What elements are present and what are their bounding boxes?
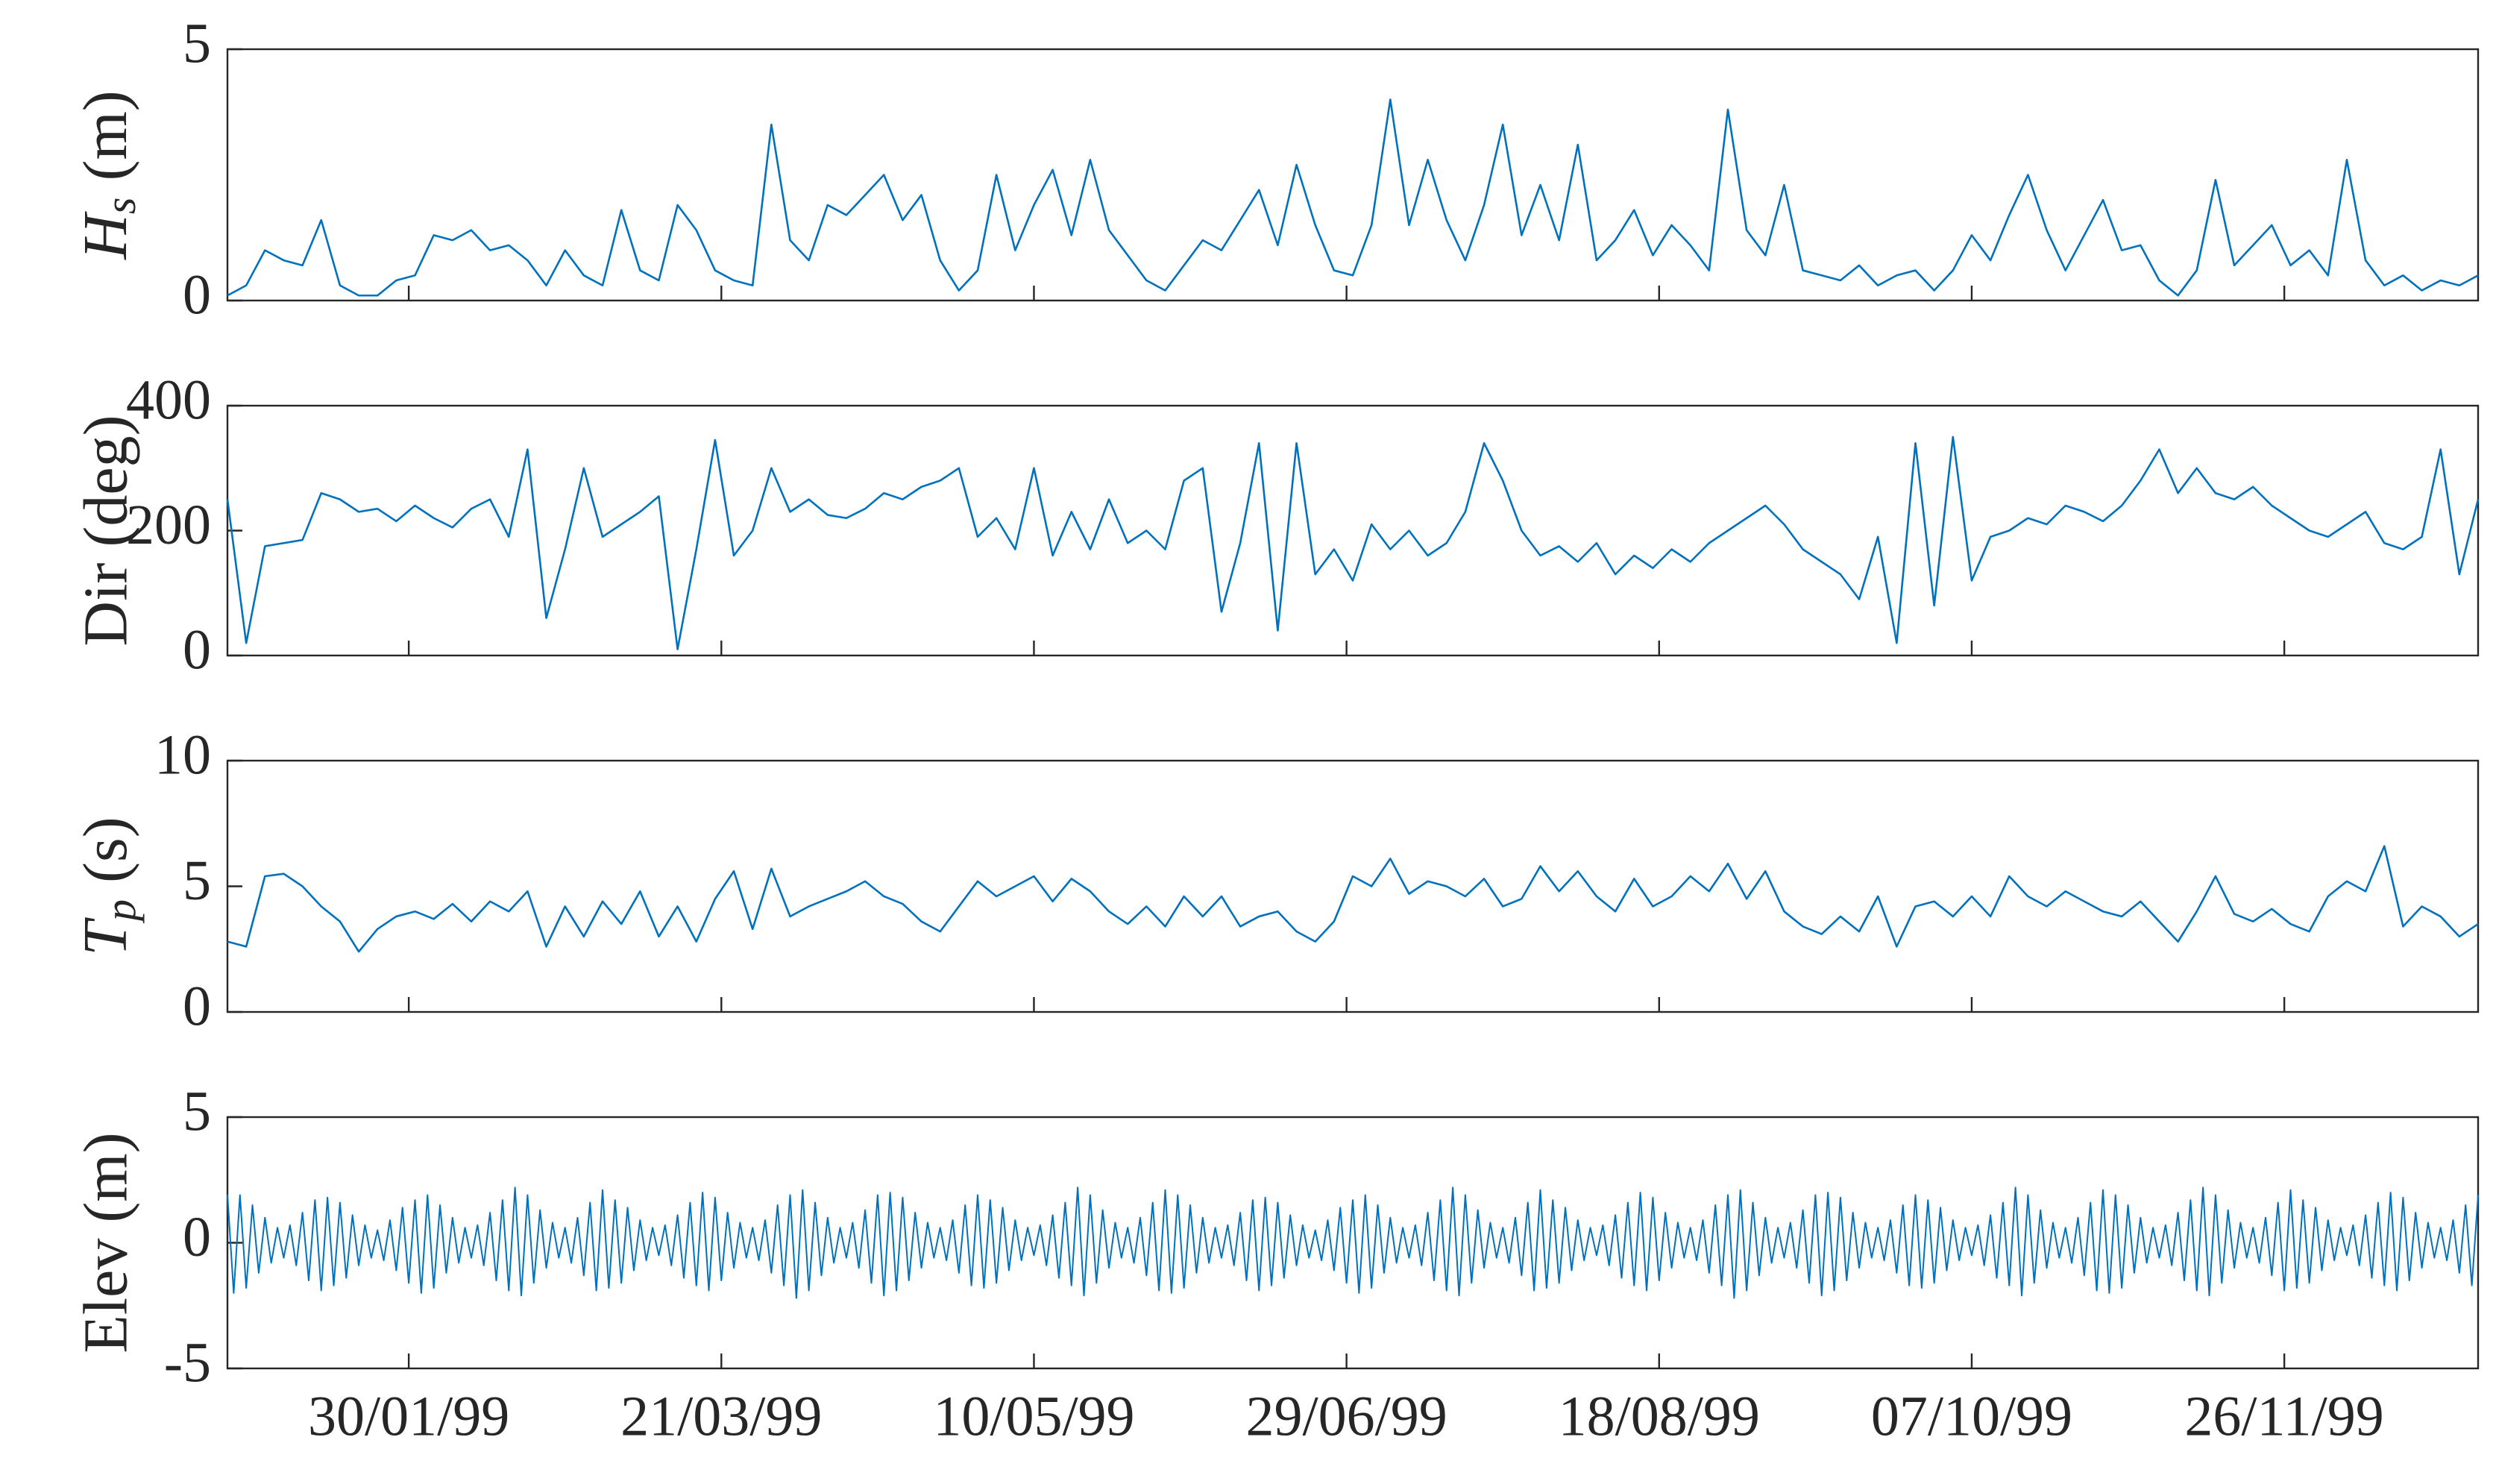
axes-frame [226,759,2480,1013]
y-axis-label: Hs (m) [71,90,145,260]
x-tick-label: 21/03/99 [620,1385,822,1447]
y-tick-label: 0 [183,1206,211,1268]
y-label-subscript: p [96,899,145,924]
x-tick-label: 29/06/99 [1245,1385,1447,1447]
data-line [227,1186,2479,1299]
x-tick-label: 18/08/99 [1559,1385,1760,1447]
y-axis-label: Elev (m) [71,1132,140,1353]
x-tick-label: 30/01/99 [308,1385,509,1447]
data-line [226,436,2480,650]
x-tick-label: 10/05/99 [933,1385,1134,1447]
y-tick-label: 400 [126,368,211,431]
y-label-unit: (s) [71,817,140,883]
y-tick-label: 200 [126,494,211,556]
y-tick-label: 10 [154,723,211,786]
y-tick-label: 5 [183,12,211,75]
data-line [227,845,2479,953]
y-label-unit: (m) [71,90,140,180]
y-tick-label: 0 [183,263,211,326]
y-label-subscript: s [96,198,145,215]
y-tick-label: 0 [183,618,211,681]
x-tick-label: 26/11/99 [2184,1385,2383,1447]
x-tick-label: 07/10/99 [1871,1385,2072,1447]
y-label-symbol: T [71,917,140,956]
subplot: 0 5 Hs (m) [71,12,2480,326]
y-label-symbol: H [71,211,140,260]
y-axis-label: Dir (deg) [71,415,140,646]
axes-frame [226,404,2480,657]
y-tick-label: -5 [164,1331,211,1394]
y-tick-label: 0 [183,975,211,1037]
y-tick-label: 5 [183,1080,211,1142]
y-tick-label: 5 [183,849,211,912]
axes-frame [226,48,2480,302]
subplot: 0 5 10 Tp (s) [71,723,2480,1037]
data-line [227,98,2479,297]
y-axis-label: Tp (s) [71,817,145,955]
axes-frame [226,1116,2480,1370]
subplot: -5 0 5 30/01/99 21/03/99 10/05/99 29/06/99 18/0… [71,1080,2480,1447]
